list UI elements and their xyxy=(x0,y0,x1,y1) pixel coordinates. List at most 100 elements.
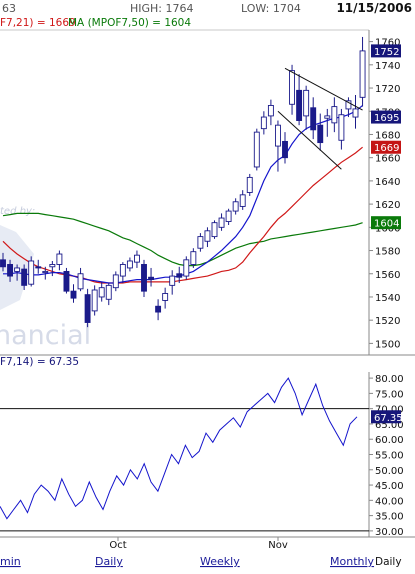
axis-tag-label: 1669 xyxy=(374,143,399,154)
candle xyxy=(169,270,176,295)
candle xyxy=(141,259,147,297)
legend-ma: MA (MPOF7,50) = 1604 xyxy=(68,17,191,29)
candle xyxy=(148,267,155,287)
candle-body-up xyxy=(204,230,211,242)
timeframe-tab-min[interactable]: min xyxy=(0,555,21,568)
price-tick-label: 1740 xyxy=(375,61,400,72)
candle xyxy=(345,97,352,118)
axis-tag-bg xyxy=(371,44,401,58)
candle xyxy=(84,288,91,328)
candle-body-up xyxy=(119,264,126,277)
candle xyxy=(56,250,63,271)
x-tick-label: Oct xyxy=(109,540,126,551)
price-plot xyxy=(0,36,366,328)
price-tick-label: 1620 xyxy=(375,200,400,211)
candle xyxy=(338,108,345,150)
candle-body-down xyxy=(282,140,288,159)
candle xyxy=(112,271,119,292)
candle-body-down xyxy=(21,268,28,286)
candle-body-up xyxy=(162,293,169,301)
rsi-axis-labels: 30.00 35.00 40.00 45.00 50.00 55.00 60.00 65.00… xyxy=(369,374,404,538)
candle-body-up xyxy=(197,236,204,249)
candle-body-down xyxy=(63,270,70,292)
candle xyxy=(14,264,21,281)
price-tick-label: 1760 xyxy=(375,38,400,49)
rsi-tick-label: 40.00 xyxy=(375,496,404,507)
high-label: HIGH: 1764 xyxy=(130,2,194,15)
candle xyxy=(98,281,105,302)
watermark-bottom: nancial xyxy=(0,320,91,351)
trendline-upper xyxy=(284,67,363,111)
candle xyxy=(91,285,98,316)
candle xyxy=(63,267,70,294)
axis-tag-bg xyxy=(371,140,401,154)
rsi-tick-label: 55.00 xyxy=(375,451,404,462)
candle-body-up xyxy=(14,267,21,272)
candle-body-down xyxy=(35,266,42,269)
timeframe-tab-weekly[interactable]: Weekly xyxy=(200,555,240,568)
candle-body-up xyxy=(77,273,84,290)
axis-value-tag: 1669 xyxy=(371,140,401,154)
candle-body-up xyxy=(267,104,274,117)
candle xyxy=(0,252,6,272)
rsi-value-tag: 67.35 xyxy=(371,410,403,424)
candle-body-up xyxy=(260,116,267,130)
candle xyxy=(282,132,288,164)
candle-body-up xyxy=(190,251,197,265)
candle xyxy=(275,120,281,172)
candle-body-up xyxy=(324,115,331,119)
candle xyxy=(183,256,190,280)
candle-body-up xyxy=(225,210,232,222)
candle xyxy=(70,284,77,303)
candle xyxy=(77,267,84,292)
candle-body-up xyxy=(183,259,190,277)
timeframe-tab-daily[interactable]: Daily xyxy=(95,555,123,568)
candle xyxy=(232,198,239,215)
timeframe-tabs: min Daily Weekly Monthly xyxy=(0,555,375,568)
trendline-lower xyxy=(277,110,342,170)
rsi-panel xyxy=(0,372,415,538)
ma-50-line xyxy=(2,212,363,267)
candle xyxy=(105,283,112,306)
candle-body-up xyxy=(49,264,56,268)
candle xyxy=(42,266,49,280)
axis-value-tag: 1695 xyxy=(371,110,401,124)
rsi-tick-label: 60.00 xyxy=(375,435,404,446)
rsi-line xyxy=(0,377,358,520)
x-axis: Oct Nov xyxy=(109,537,288,551)
timeframe-tab-monthly[interactable]: Monthly xyxy=(330,555,375,568)
candle xyxy=(310,97,317,140)
candle-body-up xyxy=(345,100,352,110)
candle xyxy=(253,128,260,171)
price-tick-label: 1580 xyxy=(375,247,400,258)
candle-body-down xyxy=(70,290,77,299)
candle xyxy=(296,74,303,126)
candle xyxy=(190,248,197,268)
candle-body-up xyxy=(28,260,35,285)
candle xyxy=(218,213,225,231)
axis-tag-label: 1752 xyxy=(374,47,399,58)
candle xyxy=(133,250,140,268)
candle-body-down xyxy=(176,273,183,278)
rsi-legend: F7,14) = 67.35 xyxy=(0,356,79,368)
candle-body-up xyxy=(246,176,253,193)
candle-body-down xyxy=(84,294,91,323)
rsi-tick-label: 45.00 xyxy=(375,481,404,492)
price-tick-label: 1540 xyxy=(375,293,400,304)
symbol-label: 63 xyxy=(2,2,16,15)
candle-body-up xyxy=(239,194,246,207)
date-label: 11/15/2006 xyxy=(336,1,412,15)
candle xyxy=(359,36,366,107)
candle-body-down xyxy=(155,305,162,313)
corner-label: Daily xyxy=(375,556,402,568)
candle-body-up xyxy=(359,50,366,98)
rsi-tick-label: 65.00 xyxy=(375,420,404,431)
candle xyxy=(289,64,295,115)
candle xyxy=(225,208,232,225)
candle xyxy=(162,287,169,309)
price-panel xyxy=(0,29,415,356)
rsi-plot xyxy=(0,377,369,532)
candle xyxy=(204,227,211,248)
